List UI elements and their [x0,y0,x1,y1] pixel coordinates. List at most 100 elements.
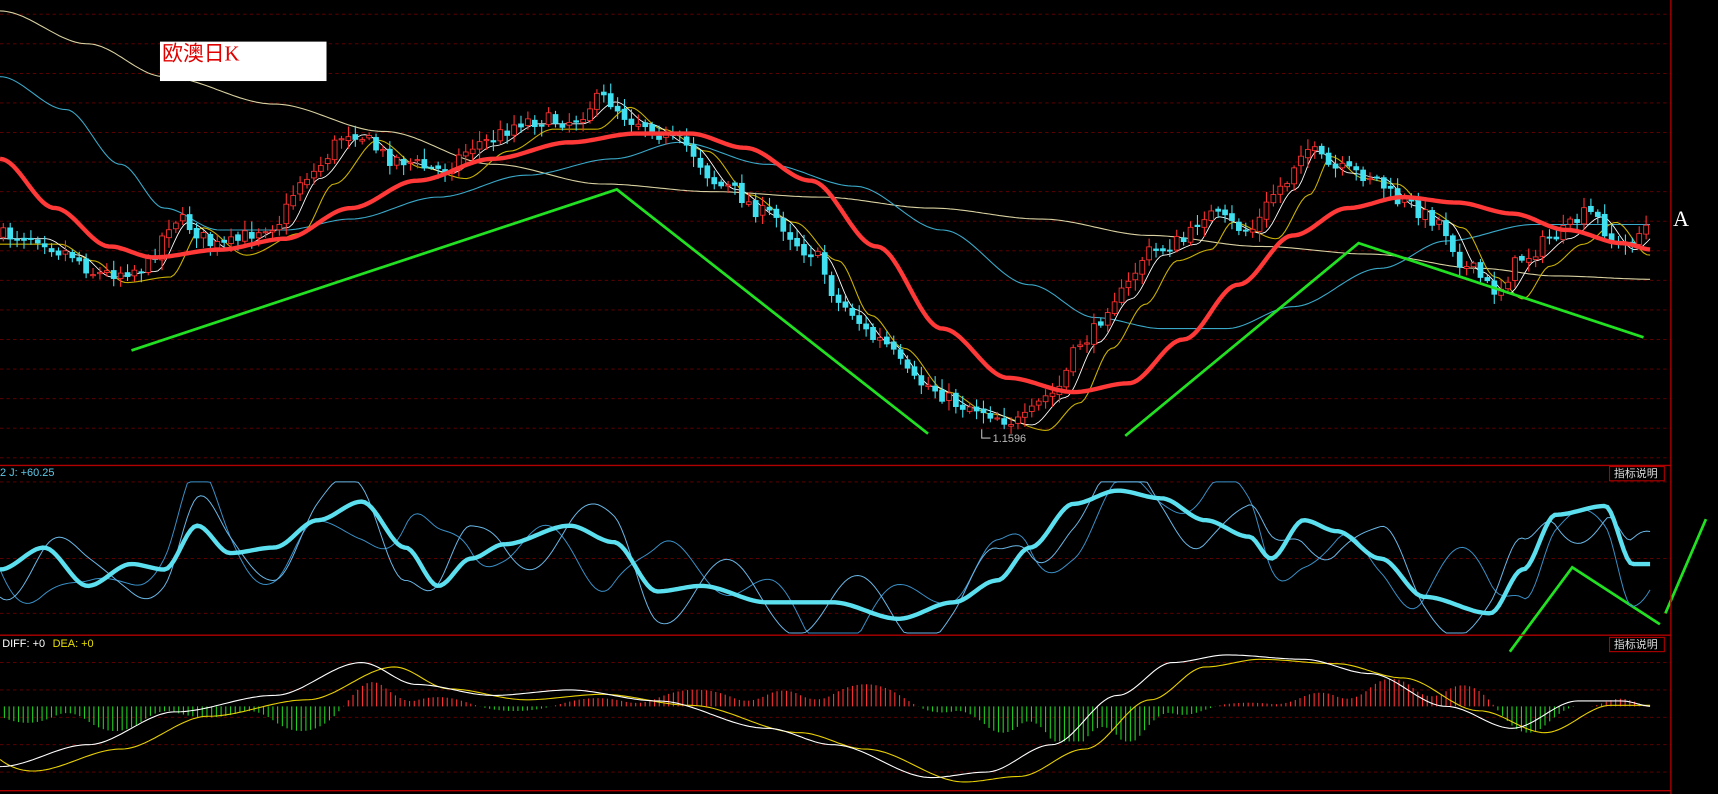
candle-body [890,341,897,350]
candle-body [1111,301,1118,314]
candle-body [711,177,718,185]
candle-body [359,139,366,142]
candle-body [1208,210,1215,221]
candle-body [228,236,234,244]
candle-body [90,274,96,277]
candle-body [421,159,428,169]
kdj-line [0,481,1651,634]
candle-body [407,161,414,164]
candle-body [1166,249,1173,252]
candle-body [1104,312,1111,326]
candle-body [1146,246,1152,261]
candle-body [1187,226,1194,243]
candle-body [697,157,704,168]
candle-body [801,244,807,256]
candle-body [1125,280,1132,289]
dea-label: DEA: +0 [53,638,94,650]
indicator-help-text[interactable]: 指标说明 [1614,466,1658,480]
candle-body [1463,266,1470,269]
candle-body [835,294,842,303]
candle-body [883,336,890,345]
candle-body [1553,236,1560,240]
indicator-help-button[interactable] [1608,636,1665,653]
candle-body [1298,155,1304,167]
kdj-line [0,481,1651,634]
candle-body [773,208,780,218]
low-price-label: 1.1596 [993,433,1026,445]
candle-body [897,349,904,359]
candle-body [518,123,524,128]
candle-body [932,385,938,392]
candle-body [635,123,642,127]
candle-body [538,124,545,127]
candle-body [863,323,869,330]
candle-body [946,392,952,401]
candle-body [973,406,980,412]
candle-body [1229,213,1235,221]
candle-body [1077,344,1083,347]
candle-body [1139,260,1146,275]
candle-body [808,254,814,258]
candle-body [145,257,152,273]
candle-body [600,91,607,96]
candle-body [1070,347,1077,373]
moving-average-thick [0,131,1651,395]
candle-body [1588,205,1594,212]
candle-body [373,137,379,151]
candle-body [304,178,310,186]
candle-body [338,138,345,141]
candle-body [1263,201,1270,220]
candle-body [283,203,290,225]
candle-body [380,149,386,152]
candle-body [1367,177,1373,181]
candle-body [1277,185,1284,195]
candle-body [911,366,918,376]
candle-body [621,108,628,120]
candle-body [959,404,966,410]
candle-body [1311,146,1318,152]
candle-body [1539,236,1546,257]
candle-body [759,205,766,216]
indicator-help-text[interactable]: 指标说明 [1614,637,1658,651]
candle-body [1042,395,1049,403]
candle-body [131,269,138,277]
candle-body [200,232,207,239]
candle-body [345,136,352,142]
candle-body [103,270,110,273]
candle-body [1160,248,1166,252]
candle-body [1422,209,1429,220]
candle-body [607,93,614,108]
candle-body [1450,235,1456,252]
candle-body [1132,272,1139,281]
candle-body [1318,145,1325,155]
candle-body [248,231,255,239]
indicator-help-button[interactable] [1608,465,1665,482]
candle-body [1581,207,1587,225]
trend-line [1664,518,1708,614]
candle-body [739,182,745,204]
candle-body [1305,149,1311,159]
candle-body [1028,405,1035,412]
candle-body [48,248,55,253]
candle-body [97,271,103,275]
candle-body [1456,251,1463,268]
candle-body [1201,219,1208,228]
candle-body [1222,209,1228,216]
candle-body [1008,424,1014,427]
candle-body [1477,262,1484,278]
candle-body [1091,323,1097,345]
candle-body [1194,224,1201,228]
candle-body [55,250,62,256]
candle-body [704,165,711,179]
candle-body [117,272,124,280]
candle-body [1015,416,1021,424]
candle-body [1242,229,1249,232]
candle-body [628,118,635,125]
candle-body [780,217,787,232]
candle-body [821,252,828,275]
candle-body [62,250,69,255]
candle-body [497,129,504,142]
trend-line [1124,241,1644,437]
